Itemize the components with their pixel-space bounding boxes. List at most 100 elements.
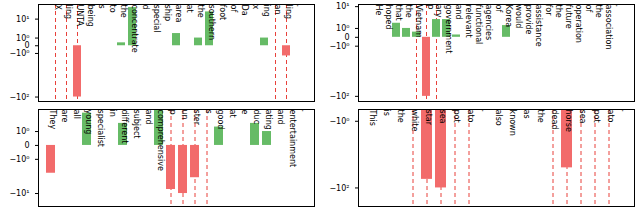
- svg-text:the: the: [119, 5, 128, 18]
- svg-text:ating: ating: [264, 110, 273, 130]
- svg-text:ling: ling: [64, 5, 73, 20]
- svg-text:southern: southern: [207, 5, 216, 40]
- svg-text:UNTA: UNTA: [75, 5, 84, 27]
- svg-text:at: at: [185, 5, 194, 13]
- svg-text:10⁰: 10⁰: [16, 34, 29, 43]
- svg-text:Vietnam: Vietnam: [414, 5, 423, 39]
- svg-text:being: being: [86, 5, 95, 27]
- svg-text:ster: ster: [192, 110, 201, 126]
- svg-text:the: the: [594, 5, 603, 18]
- svg-text:at: at: [228, 110, 237, 118]
- svg-text:white: white: [410, 110, 419, 132]
- svg-text:to: to: [108, 5, 117, 13]
- svg-text:functional: functional: [474, 5, 483, 45]
- svg-text:all: all: [72, 110, 81, 119]
- svg-text:e: e: [240, 110, 249, 115]
- svg-text:un: un: [180, 110, 189, 120]
- svg-text:−10⁰: −10⁰: [329, 42, 349, 51]
- svg-text:x: x: [251, 5, 260, 10]
- svg-text:young: young: [84, 110, 93, 135]
- svg-text:−10²: −10²: [329, 92, 349, 101]
- svg-text:−10²: −10²: [9, 93, 29, 102]
- svg-text:hoped: hoped: [384, 5, 393, 30]
- svg-text:pot: pot: [592, 110, 601, 123]
- svg-text:relevant: relevant: [464, 5, 473, 38]
- svg-text:star: star: [424, 110, 433, 126]
- svg-text:ing: ing: [262, 5, 271, 17]
- svg-text:assistance: assistance: [534, 5, 543, 47]
- svg-text:P: P: [424, 5, 433, 10]
- svg-text:of: of: [229, 5, 238, 13]
- svg-text:agencies: agencies: [484, 5, 493, 41]
- svg-text:ato: ato: [466, 110, 475, 123]
- svg-text:area: area: [174, 5, 183, 23]
- svg-text:Korea: Korea: [504, 5, 513, 28]
- svg-text:−10²: −10²: [329, 184, 349, 193]
- svg-text:an: an: [273, 5, 282, 15]
- svg-text:pot: pot: [452, 110, 461, 123]
- svg-text:of: of: [584, 5, 593, 13]
- svg-text:X: X: [53, 5, 62, 11]
- svg-text:ling: ling: [284, 5, 293, 20]
- svg-text:−10⁰: −10⁰: [9, 155, 29, 164]
- svg-text:They: They: [48, 109, 57, 130]
- svg-text:the: the: [536, 110, 545, 123]
- svg-text:10⁰: 10⁰: [336, 24, 349, 33]
- svg-text:−10⁰: −10⁰: [329, 117, 349, 126]
- svg-text:future: future: [564, 5, 573, 29]
- svg-text:are: are: [60, 110, 69, 123]
- svg-text:the: the: [554, 5, 563, 18]
- svg-text:−10⁰: −10⁰: [9, 49, 29, 58]
- svg-text:entertainment: entertainment: [288, 110, 297, 168]
- svg-text:10¹: 10¹: [16, 15, 29, 24]
- svg-text:and: and: [276, 110, 285, 125]
- svg-text:in: in: [108, 110, 117, 117]
- svg-text:0: 0: [24, 141, 29, 150]
- svg-text:ship: ship: [163, 5, 172, 22]
- svg-text:10¹: 10¹: [336, 2, 349, 11]
- svg-text:0: 0: [344, 33, 349, 42]
- svg-text:and: and: [144, 110, 153, 125]
- svg-text:He: He: [374, 5, 383, 16]
- svg-text:subject: subject: [132, 110, 141, 139]
- svg-text:foot: foot: [218, 5, 227, 21]
- svg-text:duc: duc: [252, 110, 261, 125]
- svg-text:d: d: [141, 5, 150, 10]
- svg-text:that: that: [394, 5, 403, 21]
- svg-text:the: the: [404, 5, 413, 18]
- svg-text:the: the: [196, 5, 205, 18]
- svg-text:comprehensive: comprehensive: [156, 110, 165, 171]
- svg-text:and: and: [454, 5, 463, 20]
- svg-text:good: good: [216, 110, 225, 130]
- svg-text:for: for: [544, 5, 553, 17]
- svg-text:known: known: [508, 110, 517, 136]
- svg-text:10⁰: 10⁰: [16, 127, 29, 136]
- svg-text:s: s: [97, 5, 106, 9]
- svg-text:0: 0: [24, 41, 29, 50]
- svg-text:of: of: [494, 5, 503, 13]
- svg-text:specialist: specialist: [96, 110, 105, 147]
- svg-text:sea: sea: [438, 110, 447, 124]
- svg-text:horse: horse: [564, 110, 573, 132]
- svg-text:special: special: [152, 5, 161, 33]
- svg-text:sea: sea: [578, 110, 587, 124]
- svg-text:dead: dead: [550, 110, 559, 130]
- svg-text:This: This: [368, 109, 377, 126]
- svg-text:provide: provide: [524, 5, 533, 35]
- svg-text:ato: ato: [606, 110, 615, 123]
- svg-text:different: different: [120, 110, 129, 144]
- svg-text:the: the: [396, 110, 405, 123]
- svg-text:would: would: [514, 5, 523, 29]
- svg-text:as: as: [522, 110, 531, 119]
- svg-text:concentrate: concentrate: [130, 5, 139, 53]
- svg-text:−10¹: −10¹: [9, 189, 29, 198]
- svg-text:ary: ary: [434, 5, 443, 18]
- svg-text:s: s: [204, 110, 213, 114]
- svg-text:is: is: [382, 110, 391, 116]
- svg-text:p: p: [168, 110, 177, 115]
- svg-text:also: also: [494, 110, 503, 126]
- svg-text:Da: Da: [240, 5, 249, 16]
- svg-text:operation: operation: [574, 5, 583, 43]
- svg-text:government: government: [444, 5, 453, 54]
- svg-text:association: association: [604, 5, 613, 50]
